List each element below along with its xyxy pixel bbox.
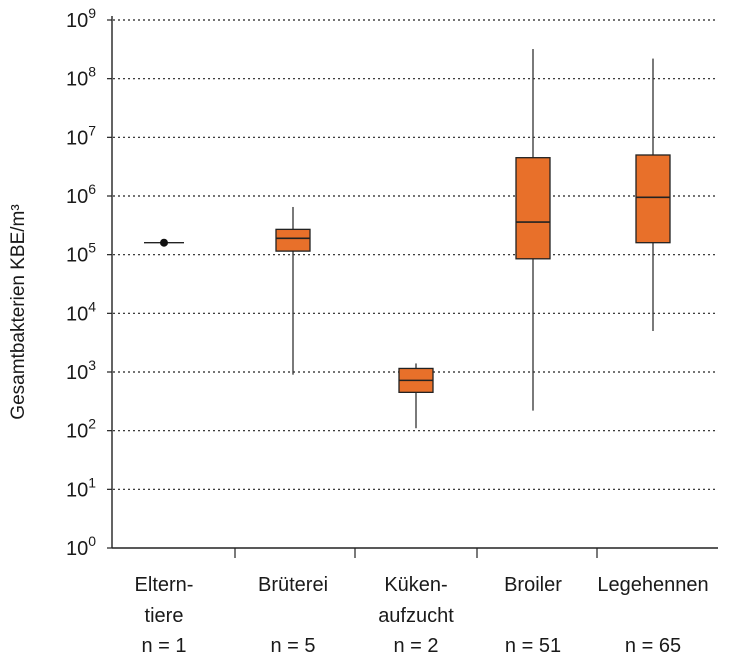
- sample-size-label: n = 5: [270, 635, 315, 657]
- sample-size-label: n = 2: [393, 635, 438, 657]
- y-tick-label: 109: [66, 5, 96, 32]
- category-label: Broiler: [504, 574, 562, 596]
- axes: [107, 16, 718, 558]
- y-tick-label: 101: [66, 474, 96, 501]
- sample-size-label: n = 1: [141, 635, 186, 657]
- iqr-box: [515, 157, 551, 260]
- category-label: aufzucht: [378, 605, 454, 627]
- sample-size-label: n = 65: [625, 635, 681, 657]
- y-tick-label: 107: [66, 122, 96, 149]
- boxes: [144, 49, 671, 429]
- iqr-box: [635, 154, 671, 244]
- y-tick-label: 105: [66, 240, 96, 267]
- gridlines: [113, 19, 718, 490]
- labels: 100 101 102 103 104 105 106 107 108 109 Eltern-tie…: [66, 5, 709, 657]
- y-tick-label: 106: [66, 181, 96, 208]
- sample-size-label: n = 51: [505, 635, 561, 657]
- category-label: Eltern-: [135, 574, 194, 596]
- y-tick-label: 102: [66, 416, 96, 443]
- category-label: Legehennen: [597, 574, 708, 596]
- y-tick-label: 104: [66, 298, 96, 325]
- y-tick-label: 103: [66, 357, 96, 384]
- category-label: Küken-: [384, 574, 447, 596]
- y-axis-title: Gesamtbakterien KBE/m³: [8, 204, 29, 419]
- single-value-point: [160, 238, 168, 247]
- y-tick-label: 108: [66, 64, 96, 91]
- y-tick-label: 100: [66, 533, 96, 560]
- category-label: Brüterei: [258, 574, 328, 596]
- iqr-box: [275, 228, 311, 252]
- category-label: tiere: [145, 605, 184, 627]
